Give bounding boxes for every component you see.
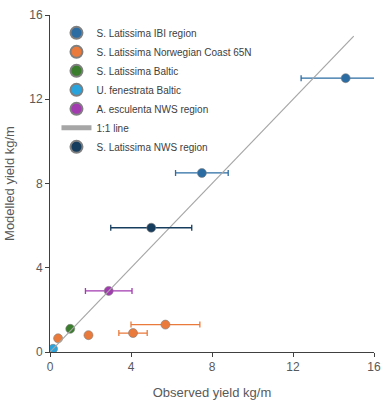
svg-text:0: 0 [47, 360, 54, 374]
svg-text:S. Latissima IBI region: S. Latissima IBI region [96, 28, 196, 39]
svg-text:12: 12 [286, 360, 300, 374]
svg-text:Modelled yield kg/m: Modelled yield kg/m [2, 126, 17, 241]
svg-text:8: 8 [209, 360, 216, 374]
svg-text:Observed yield kg/m: Observed yield kg/m [153, 385, 272, 400]
svg-text:S. Latissima NWS region: S. Latissima NWS region [96, 142, 207, 153]
svg-text:16: 16 [29, 8, 43, 22]
svg-text:12: 12 [29, 92, 43, 106]
svg-text:16: 16 [367, 360, 381, 374]
svg-text:8: 8 [36, 177, 43, 191]
svg-text:0: 0 [36, 345, 43, 359]
svg-text:4: 4 [36, 261, 43, 275]
svg-text:4: 4 [128, 360, 135, 374]
svg-text:S. Latissima Baltic: S. Latissima Baltic [96, 66, 178, 77]
svg-text:S. Latissima Norwegian Coast 6: S. Latissima Norwegian Coast 65N [96, 47, 251, 58]
svg-text:1:1 line: 1:1 line [96, 123, 129, 134]
svg-text:U. fenestrata Baltic: U. fenestrata Baltic [96, 85, 180, 96]
svg-text:A. esculenta NWS region: A. esculenta NWS region [96, 104, 208, 115]
